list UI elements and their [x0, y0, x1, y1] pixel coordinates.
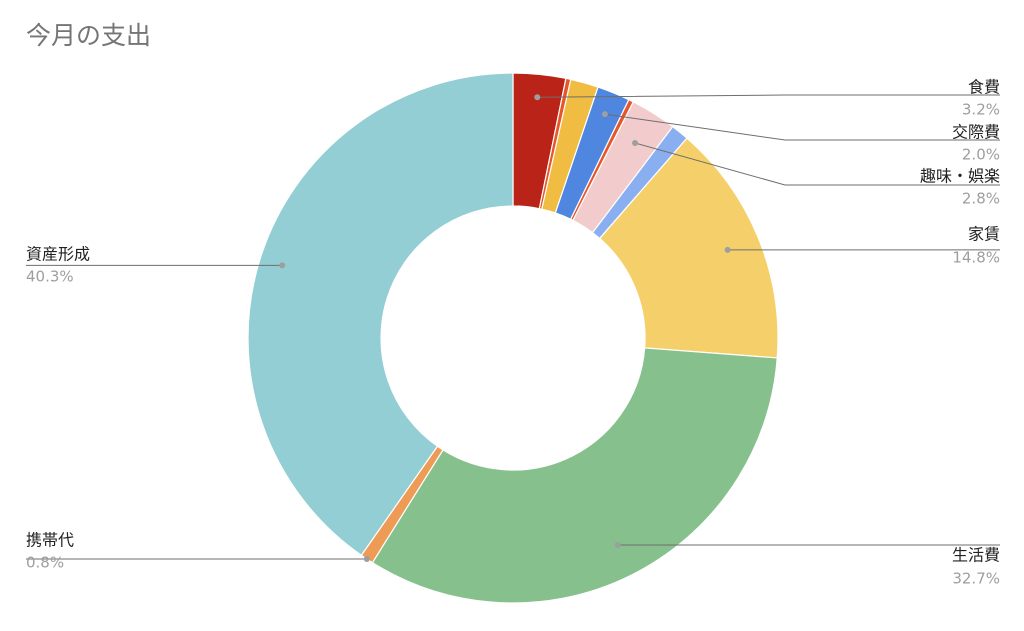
- slice-percent-label: 3.2%: [962, 101, 1000, 119]
- slice-資産形成-10: [247, 72, 514, 557]
- chart-title: 今月の支出: [26, 21, 152, 50]
- leader-dot: [534, 94, 541, 101]
- slice-percent-label: 0.8%: [26, 554, 64, 572]
- leader-dot: [632, 140, 639, 147]
- slice-percent-label: 14.8%: [952, 249, 1000, 267]
- slice-生活費-8: [371, 347, 778, 604]
- slice-家賃-7: [598, 137, 779, 359]
- slice-percent-label: 32.7%: [952, 570, 1000, 588]
- label-生活費-8: 生活費 32.7%: [614, 542, 1000, 588]
- label-資産形成-10: 資産形成 40.3%: [26, 245, 286, 286]
- slice-name-label: 趣味・娯楽: [920, 167, 1000, 186]
- leader-line: [537, 94, 1000, 98]
- leader-line: [634, 142, 1000, 186]
- label-食費-0: 食費 3.2%: [534, 78, 1000, 119]
- slice-percent-label: 2.8%: [962, 190, 1000, 208]
- slice-labels: 食費 3.2% 交際費 2.0% 趣味・娯楽 2.8% 家賃 14.8% 生活費 32.7% 携帯代…: [26, 78, 1000, 588]
- label-交際費-3: 交際費 2.0%: [601, 111, 1000, 164]
- leader-dot: [601, 111, 608, 118]
- leader-dot: [279, 262, 286, 269]
- leader-dot: [363, 556, 370, 563]
- slice-percent-label: 2.0%: [962, 146, 1000, 164]
- slice-name-label: 資産形成: [26, 245, 90, 264]
- leader-line: [604, 113, 1000, 141]
- donut-slices: [247, 72, 779, 604]
- leader-dot: [724, 246, 731, 253]
- slice-name-label: 交際費: [952, 123, 1000, 142]
- slice-name-label: 家賃: [968, 225, 1000, 244]
- slice-percent-label: 40.3%: [26, 268, 74, 286]
- slice-name-label: 食費: [968, 78, 1000, 97]
- label-家賃-7: 家賃 14.8%: [724, 225, 1000, 267]
- label-携帯代-9: 携帯代 0.8%: [26, 531, 370, 572]
- slice-name-label: 携帯代: [26, 531, 74, 550]
- label-趣味・娯楽-5: 趣味・娯楽 2.8%: [632, 140, 1000, 208]
- leader-dot: [614, 542, 621, 549]
- slice-name-label: 生活費: [952, 546, 1000, 565]
